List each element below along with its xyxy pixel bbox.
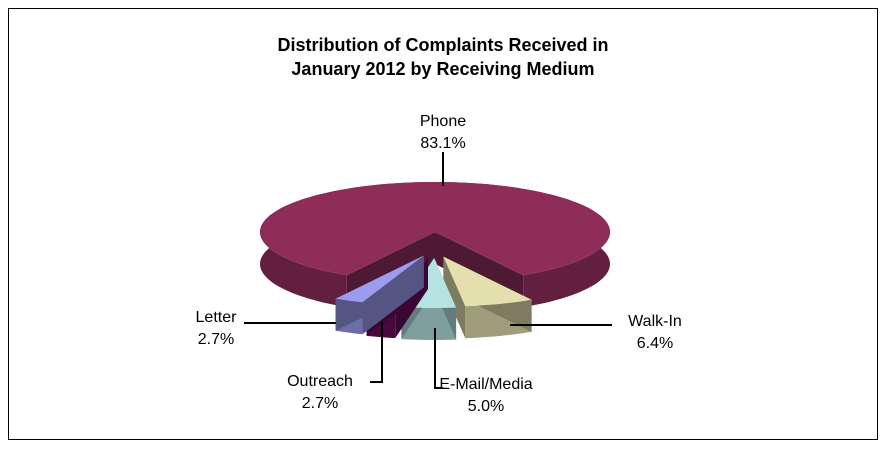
slice-label: Outreach — [287, 373, 353, 390]
slice-label: Phone — [420, 113, 466, 130]
slice-value-label: 2.7% — [198, 331, 234, 348]
slice-cut — [335, 255, 424, 331]
slice-label: Walk-In — [628, 313, 682, 330]
slice-top — [335, 255, 424, 303]
slice-top — [260, 182, 610, 276]
slice — [260, 182, 610, 308]
slice-value-label: 6.4% — [637, 335, 673, 352]
slice-label: Letter — [196, 309, 238, 326]
leader-line — [434, 328, 443, 389]
slice-label: E-Mail/Media — [439, 376, 532, 393]
leader-line — [370, 322, 383, 383]
slice-value-label: 5.0% — [468, 398, 504, 415]
slice-cut — [443, 256, 466, 339]
slice — [335, 255, 424, 335]
slice — [443, 256, 532, 339]
slice-value-label: 83.1% — [420, 135, 465, 152]
slice-value-label: 2.7% — [302, 395, 338, 412]
slice-top — [443, 256, 532, 307]
chart-title: January 2012 by Receiving Medium — [291, 59, 594, 79]
chart-title: Distribution of Complaints Received in — [277, 35, 608, 55]
